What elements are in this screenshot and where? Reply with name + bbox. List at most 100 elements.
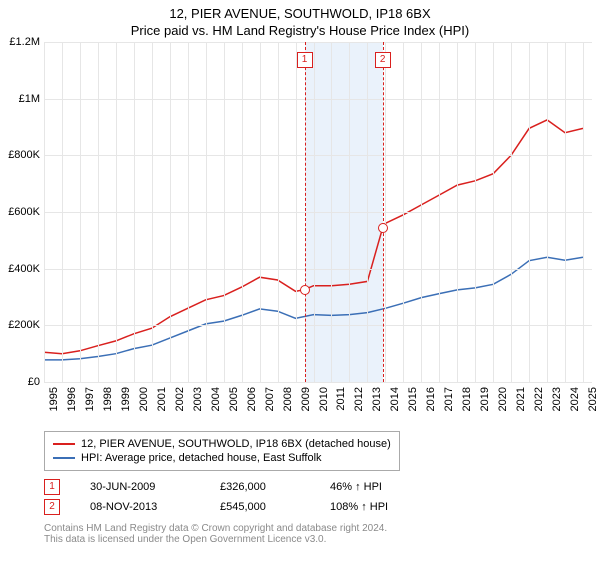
x-tick-label: 2002: [174, 387, 186, 411]
attribution-line: This data is licensed under the Open Gov…: [44, 534, 600, 545]
x-tick-label: 2020: [497, 387, 509, 411]
x-tick-label: 1995: [48, 387, 60, 411]
x-tick-label: 2014: [389, 387, 401, 411]
chart-container: 12, PIER AVENUE, SOUTHWOLD, IP18 6BX Pri…: [0, 6, 600, 566]
x-tick-label: 2004: [210, 387, 222, 411]
x-tick-label: 2003: [192, 387, 204, 411]
grid-line-vertical: [457, 42, 458, 382]
sale-marker-line: [305, 42, 306, 382]
grid-line: [44, 269, 592, 270]
grid-line-vertical: [278, 42, 279, 382]
y-tick-label: £1.2M: [9, 36, 40, 48]
x-tick-label: 2016: [425, 387, 437, 411]
y-tick-label: £0: [28, 376, 40, 388]
sale-point-marker: [300, 285, 310, 295]
x-axis: 1995 1996 1997 1998 1999 2000 2001 2002 2003 2004…: [44, 383, 592, 425]
x-tick-label: 2022: [533, 387, 545, 411]
chart-plot-area: £0£200K£400K£600K£800K£1M£1.2M 12: [44, 42, 592, 383]
sale-price: £326,000: [220, 481, 300, 493]
grid-line-vertical: [349, 42, 350, 382]
sale-marker-box: 1: [297, 52, 313, 68]
legend-row: 12, PIER AVENUE, SOUTHWOLD, IP18 6BX (de…: [53, 438, 391, 450]
x-tick-label: 2019: [479, 387, 491, 411]
x-tick-label: 1997: [84, 387, 96, 411]
grid-line-vertical: [529, 42, 530, 382]
grid-line-vertical: [439, 42, 440, 382]
grid-line-vertical: [583, 42, 584, 382]
x-tick-label: 1996: [66, 387, 78, 411]
grid-line-vertical: [314, 42, 315, 382]
x-tick-label: 2021: [515, 387, 527, 411]
chart-subtitle: Price paid vs. HM Land Registry's House …: [0, 23, 600, 38]
grid-line-vertical: [62, 42, 63, 382]
grid-line-vertical: [385, 42, 386, 382]
legend-label: HPI: Average price, detached house, East…: [81, 452, 322, 464]
x-tick-label: 2009: [300, 387, 312, 411]
chart-title: 12, PIER AVENUE, SOUTHWOLD, IP18 6BX: [0, 6, 600, 21]
sale-marker-icon: 1: [44, 479, 60, 495]
x-tick-label: 2005: [228, 387, 240, 411]
grid-line-vertical: [98, 42, 99, 382]
sales-row: 2 08-NOV-2013 £545,000 108% ↑ HPI: [44, 499, 600, 515]
grid-line: [44, 212, 592, 213]
y-tick-label: £800K: [8, 149, 40, 161]
grid-line-vertical: [152, 42, 153, 382]
x-tick-label: 2006: [246, 387, 258, 411]
sale-hpi-pct: 46% ↑ HPI: [330, 481, 382, 493]
grid-line-vertical: [475, 42, 476, 382]
grid-line-vertical: [421, 42, 422, 382]
grid-line-vertical: [296, 42, 297, 382]
grid-line-vertical: [206, 42, 207, 382]
x-tick-label: 2007: [264, 387, 276, 411]
grid-line-vertical: [331, 42, 332, 382]
grid-line-vertical: [547, 42, 548, 382]
grid-line-vertical: [242, 42, 243, 382]
legend: 12, PIER AVENUE, SOUTHWOLD, IP18 6BX (de…: [44, 431, 400, 471]
legend-row: HPI: Average price, detached house, East…: [53, 452, 391, 464]
sale-marker-icon: 2: [44, 499, 60, 515]
grid-line-vertical: [44, 42, 45, 382]
grid-line-vertical: [367, 42, 368, 382]
legend-swatch-property: [53, 443, 75, 445]
x-tick-label: 2017: [443, 387, 455, 411]
y-axis: £0£200K£400K£600K£800K£1M£1.2M: [0, 42, 44, 382]
legend-swatch-hpi: [53, 457, 75, 459]
x-tick-label: 1998: [102, 387, 114, 411]
sale-date: 08-NOV-2013: [90, 501, 190, 513]
grid-line-vertical: [260, 42, 261, 382]
x-tick-label: 2013: [371, 387, 383, 411]
grid-line-vertical: [403, 42, 404, 382]
x-tick-label: 1999: [120, 387, 132, 411]
attribution: Contains HM Land Registry data © Crown c…: [44, 523, 600, 545]
x-tick-label: 2018: [461, 387, 473, 411]
sales-row: 1 30-JUN-2009 £326,000 46% ↑ HPI: [44, 479, 600, 495]
sales-table: 1 30-JUN-2009 £326,000 46% ↑ HPI 2 08-NO…: [44, 479, 600, 515]
sale-marker-line: [383, 42, 384, 382]
grid-line-vertical: [80, 42, 81, 382]
y-tick-label: £400K: [8, 263, 40, 275]
x-tick-label: 2023: [551, 387, 563, 411]
grid-line-vertical: [224, 42, 225, 382]
x-tick-label: 2000: [138, 387, 150, 411]
grid-line-vertical: [493, 42, 494, 382]
sale-marker-box: 2: [375, 52, 391, 68]
grid-line-vertical: [134, 42, 135, 382]
x-tick-label: 2024: [569, 387, 581, 411]
sale-point-marker: [378, 223, 388, 233]
legend-label: 12, PIER AVENUE, SOUTHWOLD, IP18 6BX (de…: [81, 438, 391, 450]
grid-line-vertical: [188, 42, 189, 382]
x-tick-label: 2011: [335, 387, 347, 411]
x-tick-label: 2010: [318, 387, 330, 411]
y-tick-label: £600K: [8, 206, 40, 218]
x-tick-label: 2012: [353, 387, 365, 411]
grid-line: [44, 155, 592, 156]
x-tick-label: 2001: [156, 387, 168, 411]
y-tick-label: £1M: [19, 93, 40, 105]
attribution-line: Contains HM Land Registry data © Crown c…: [44, 523, 600, 534]
grid-line-vertical: [511, 42, 512, 382]
grid-line: [44, 325, 592, 326]
x-tick-label: 2015: [407, 387, 419, 411]
grid-line-vertical: [565, 42, 566, 382]
sale-hpi-pct: 108% ↑ HPI: [330, 501, 388, 513]
grid-line-vertical: [170, 42, 171, 382]
